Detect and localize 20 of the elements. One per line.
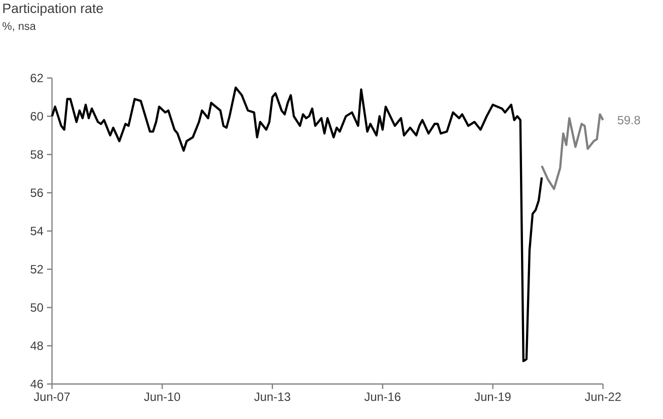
line-series: [50, 86, 543, 362]
chart-title: Participation rate: [3, 3, 103, 16]
x-tick-label: Jun-16: [364, 392, 400, 402]
y-tick-label: 62: [30, 74, 43, 82]
y-tick-label: 52: [30, 265, 43, 274]
x-tick-label: Jun-13: [254, 392, 290, 402]
y-tick-label: 54: [30, 226, 44, 236]
y-tick-label: 46: [30, 380, 43, 388]
x-tick-label: Jun-10: [144, 392, 180, 402]
x-tick-label: Jun-07: [34, 392, 70, 402]
y-tick-label: 58: [30, 150, 43, 159]
line-series: [540, 113, 604, 190]
y-tick-label: 60: [30, 112, 44, 121]
y-tick-label: 50: [30, 303, 44, 312]
x-tick-label: Jun-22: [584, 392, 621, 402]
data-label: 59.8: [618, 116, 640, 124]
y-tick-label: 56: [30, 188, 43, 198]
chart-subtitle: %, nsa: [2, 22, 36, 32]
x-tick-label: Jun-19: [474, 392, 511, 402]
y-tick-label: 48: [30, 342, 43, 350]
